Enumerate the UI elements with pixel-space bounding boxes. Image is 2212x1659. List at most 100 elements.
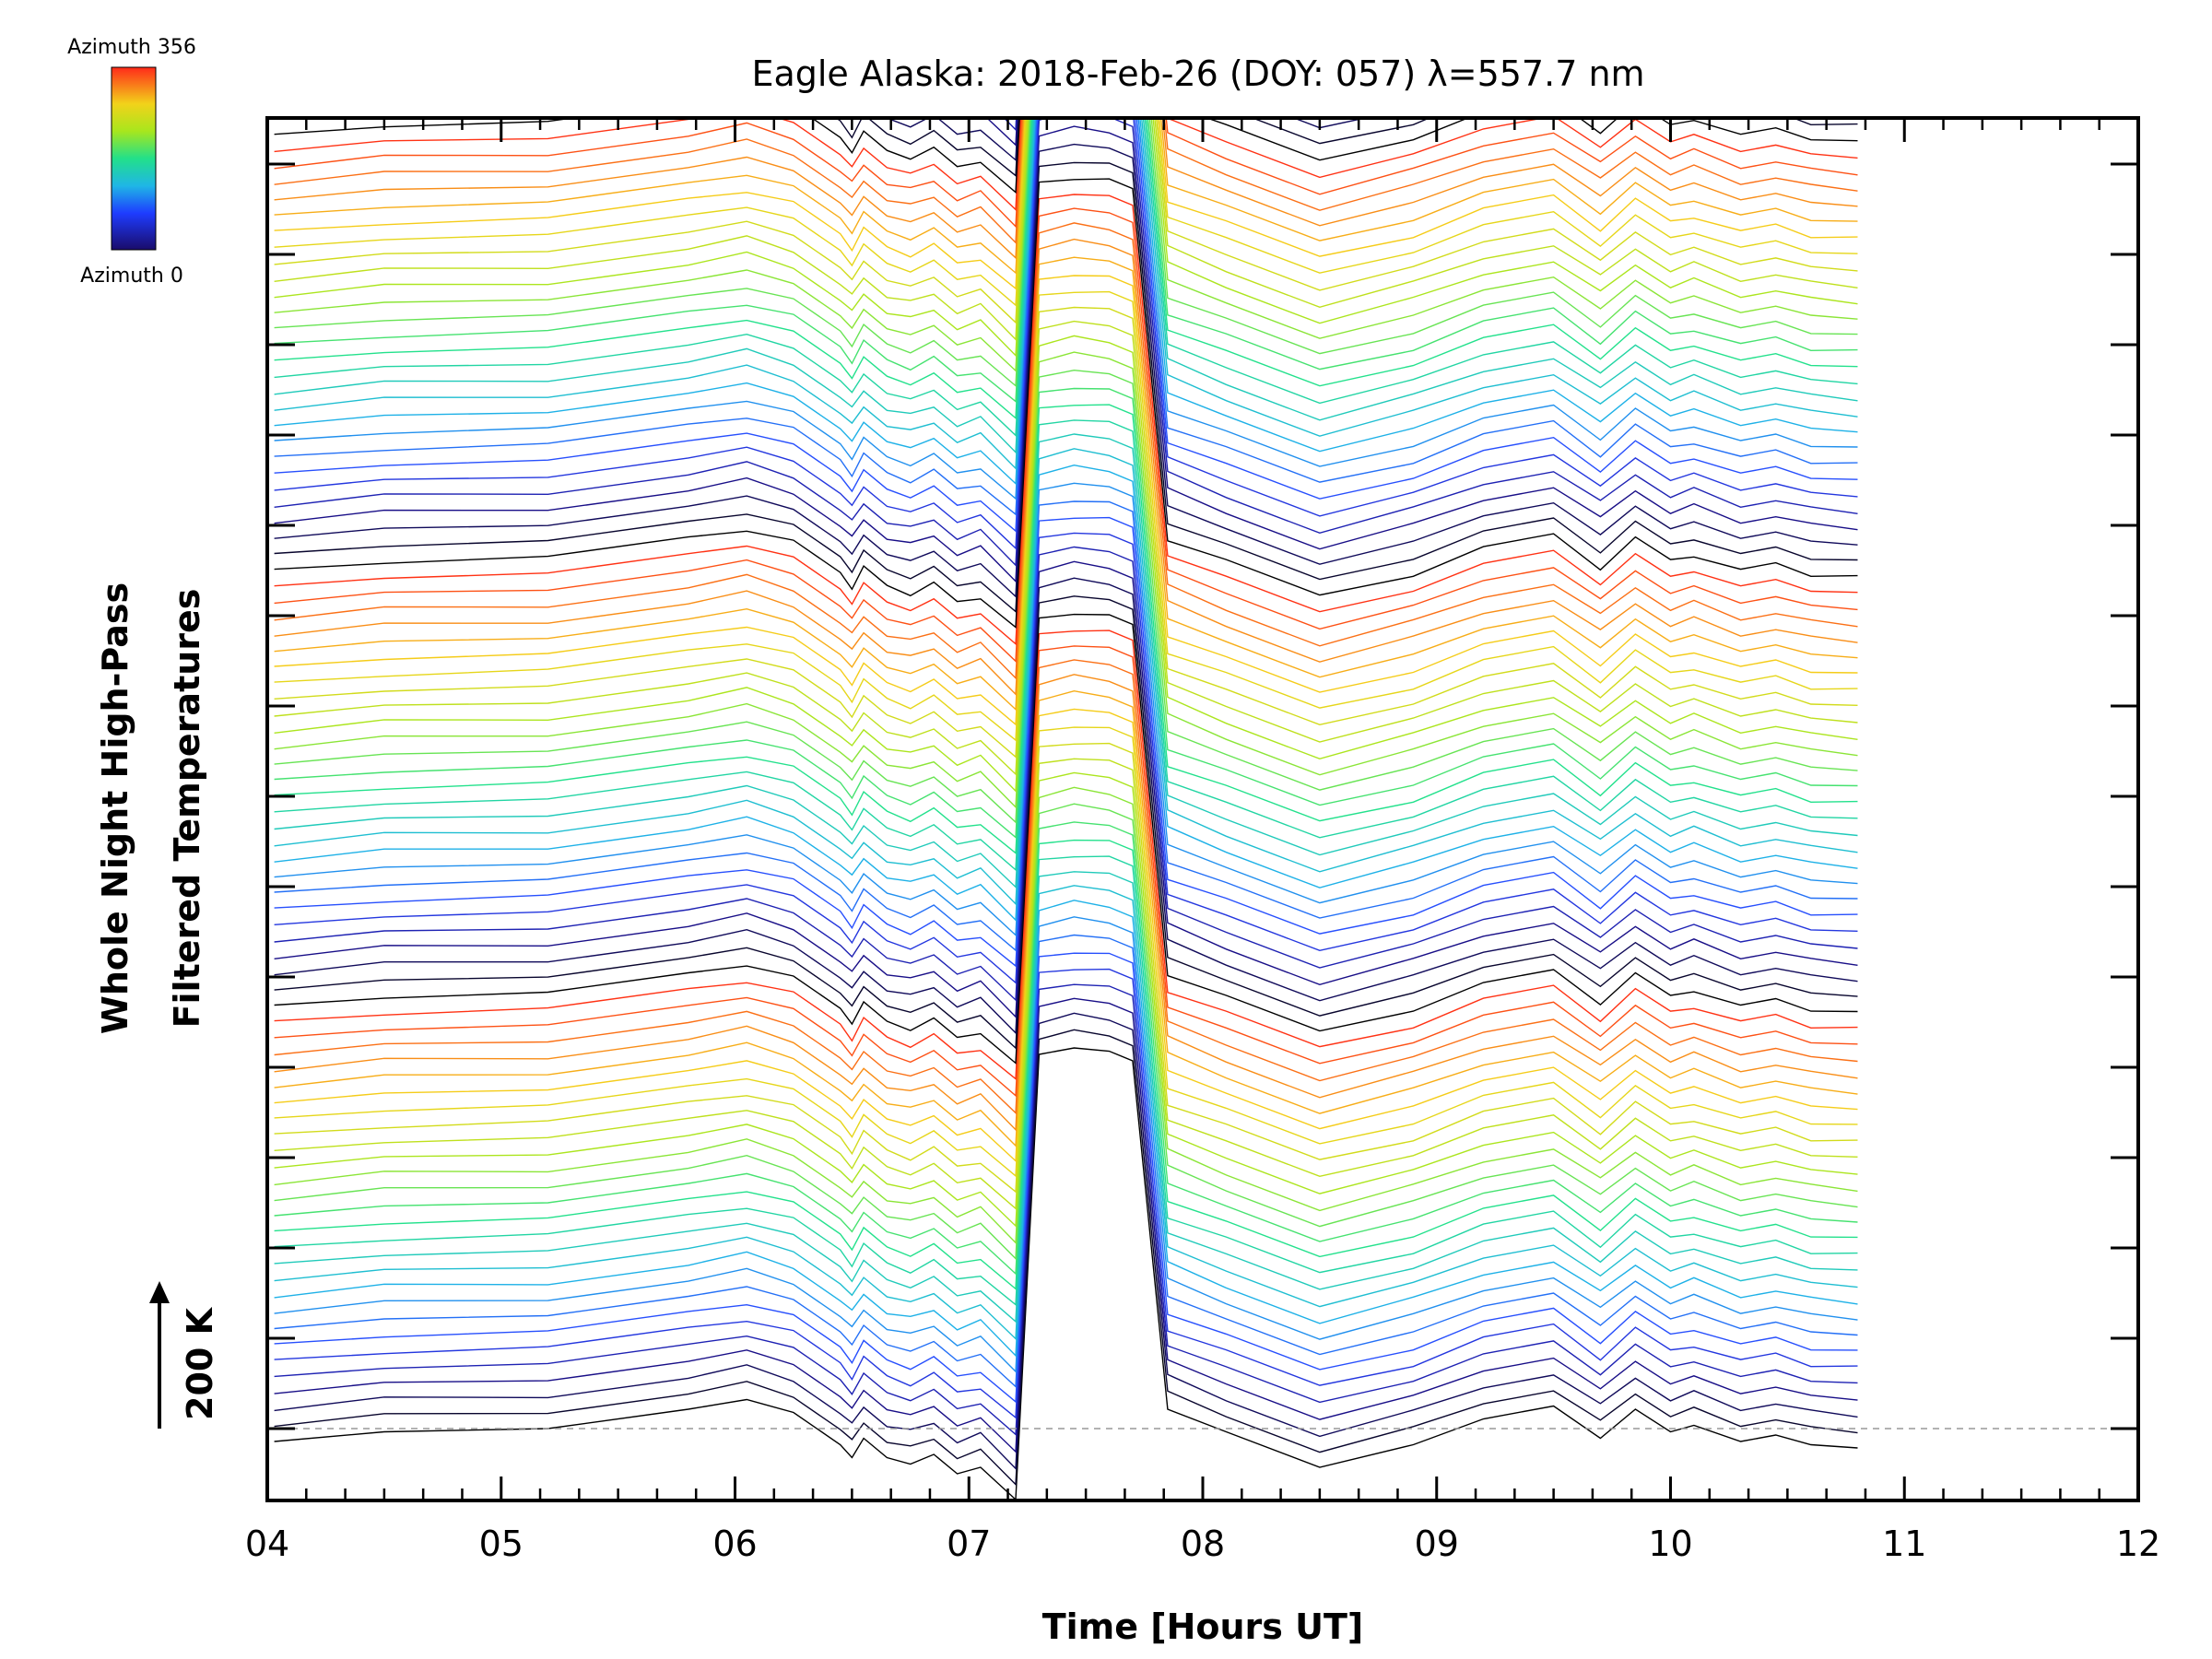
series-line bbox=[274, 659, 1858, 1115]
series-line bbox=[274, 118, 1858, 211]
x-tick-label: 05 bbox=[479, 1524, 524, 1564]
x-tick-label: 04 bbox=[245, 1524, 289, 1564]
series-line bbox=[274, 404, 1858, 855]
x-tick-label: 10 bbox=[1648, 1524, 1692, 1564]
series-line bbox=[274, 885, 1858, 1341]
series-line bbox=[275, 0, 1858, 32]
series-line bbox=[274, 194, 1858, 646]
series-line bbox=[274, 629, 1858, 1081]
series-line bbox=[274, 645, 1858, 1098]
series-line bbox=[274, 118, 1858, 358]
series-line bbox=[274, 983, 1858, 1436]
series-line bbox=[274, 1012, 1858, 1471]
series-line bbox=[275, 0, 1858, 47]
series-line bbox=[274, 306, 1858, 759]
series-line bbox=[274, 161, 1858, 613]
series-line bbox=[274, 786, 1858, 1245]
series-line bbox=[274, 320, 1858, 776]
series-line bbox=[274, 290, 1858, 742]
x-tick-label: 11 bbox=[1882, 1524, 1926, 1564]
scale-bar: 200 K bbox=[149, 1281, 220, 1429]
series-line bbox=[274, 118, 1858, 260]
series-line bbox=[274, 118, 1858, 341]
series-line bbox=[274, 118, 1858, 470]
series-line bbox=[274, 464, 1858, 922]
scale-bar-label: 200 K bbox=[180, 1306, 220, 1420]
colorbar-top-label: Azimuth 356 bbox=[67, 36, 196, 59]
x-tick-label: 09 bbox=[1415, 1524, 1459, 1564]
series-line bbox=[274, 934, 1858, 1389]
series-line bbox=[274, 726, 1858, 1178]
series-line bbox=[274, 1029, 1858, 1487]
series-line bbox=[274, 118, 1858, 275]
colorbar-gradient bbox=[111, 66, 157, 251]
series-line bbox=[275, 0, 1858, 1]
series-line bbox=[274, 900, 1858, 1358]
series-line bbox=[274, 387, 1858, 839]
series-line bbox=[274, 118, 1858, 437]
x-tick-label: 06 bbox=[712, 1524, 757, 1564]
series-line bbox=[274, 560, 1858, 1018]
x-tick-label: 12 bbox=[2116, 1524, 2160, 1564]
series-line bbox=[274, 238, 1858, 696]
series-line bbox=[274, 674, 1858, 1132]
series-line bbox=[274, 708, 1858, 1163]
series-line bbox=[274, 500, 1858, 952]
series-line bbox=[274, 143, 1858, 598]
y-axis-label-line-1: Whole Night High-Pass bbox=[95, 582, 135, 1034]
series-line bbox=[274, 118, 1858, 388]
series-line bbox=[274, 855, 1858, 1307]
series-line bbox=[274, 178, 1858, 629]
series-line bbox=[274, 433, 1858, 889]
series-line bbox=[274, 1047, 1858, 1500]
series-line bbox=[274, 118, 1858, 454]
series-line bbox=[274, 771, 1858, 1228]
series-line bbox=[274, 256, 1858, 712]
series-line bbox=[275, 0, 1858, 17]
x-axis-label: Time [Hours UT] bbox=[1042, 1606, 1364, 1647]
axis-ticks bbox=[265, 118, 2140, 1500]
series-line bbox=[274, 595, 1858, 1050]
series-line bbox=[274, 546, 1858, 1002]
series-line bbox=[274, 118, 1858, 533]
series-line bbox=[274, 532, 1858, 984]
series-line bbox=[274, 369, 1858, 824]
series-line bbox=[274, 482, 1858, 937]
series-line bbox=[274, 968, 1858, 1419]
series-line bbox=[274, 118, 1858, 324]
series-line bbox=[274, 118, 1858, 500]
series-line bbox=[274, 118, 1858, 307]
series-line bbox=[274, 419, 1858, 872]
series-line bbox=[274, 118, 1858, 229]
series-line bbox=[274, 758, 1858, 1210]
x-tick-labels: 04 05 06 07 08 09 10 11 12 bbox=[245, 1524, 2160, 1564]
series-line bbox=[274, 118, 1858, 420]
series-line bbox=[274, 275, 1858, 726]
x-tick-label: 08 bbox=[1181, 1524, 1225, 1564]
y-axis-label-line-2: Filtered Temperatures bbox=[167, 589, 207, 1029]
series-line bbox=[274, 118, 1858, 244]
series-group bbox=[274, 0, 1858, 1500]
series-line bbox=[274, 742, 1858, 1194]
series-line bbox=[274, 613, 1858, 1065]
series-line bbox=[274, 952, 1858, 1404]
series-line bbox=[274, 222, 1858, 680]
series-line bbox=[274, 689, 1858, 1147]
series-line bbox=[274, 335, 1858, 793]
series-line bbox=[274, 118, 1858, 567]
series-line bbox=[274, 351, 1858, 809]
series-line bbox=[274, 118, 1858, 516]
series-line bbox=[274, 871, 1858, 1324]
series-line bbox=[274, 207, 1858, 663]
series-line bbox=[274, 997, 1858, 1453]
series-line bbox=[274, 125, 1858, 583]
series-line bbox=[274, 516, 1858, 968]
x-tick-label: 07 bbox=[947, 1524, 991, 1564]
colorbar-bottom-label: Azimuth 0 bbox=[80, 265, 183, 288]
series-line bbox=[274, 916, 1858, 1373]
series-line bbox=[274, 118, 1858, 550]
scale-bar-arrowhead bbox=[149, 1281, 170, 1303]
chart-title: Eagle Alaska: 2018-Feb-26 (DOY: 057) λ=5… bbox=[751, 53, 1644, 94]
series-line bbox=[274, 821, 1858, 1276]
